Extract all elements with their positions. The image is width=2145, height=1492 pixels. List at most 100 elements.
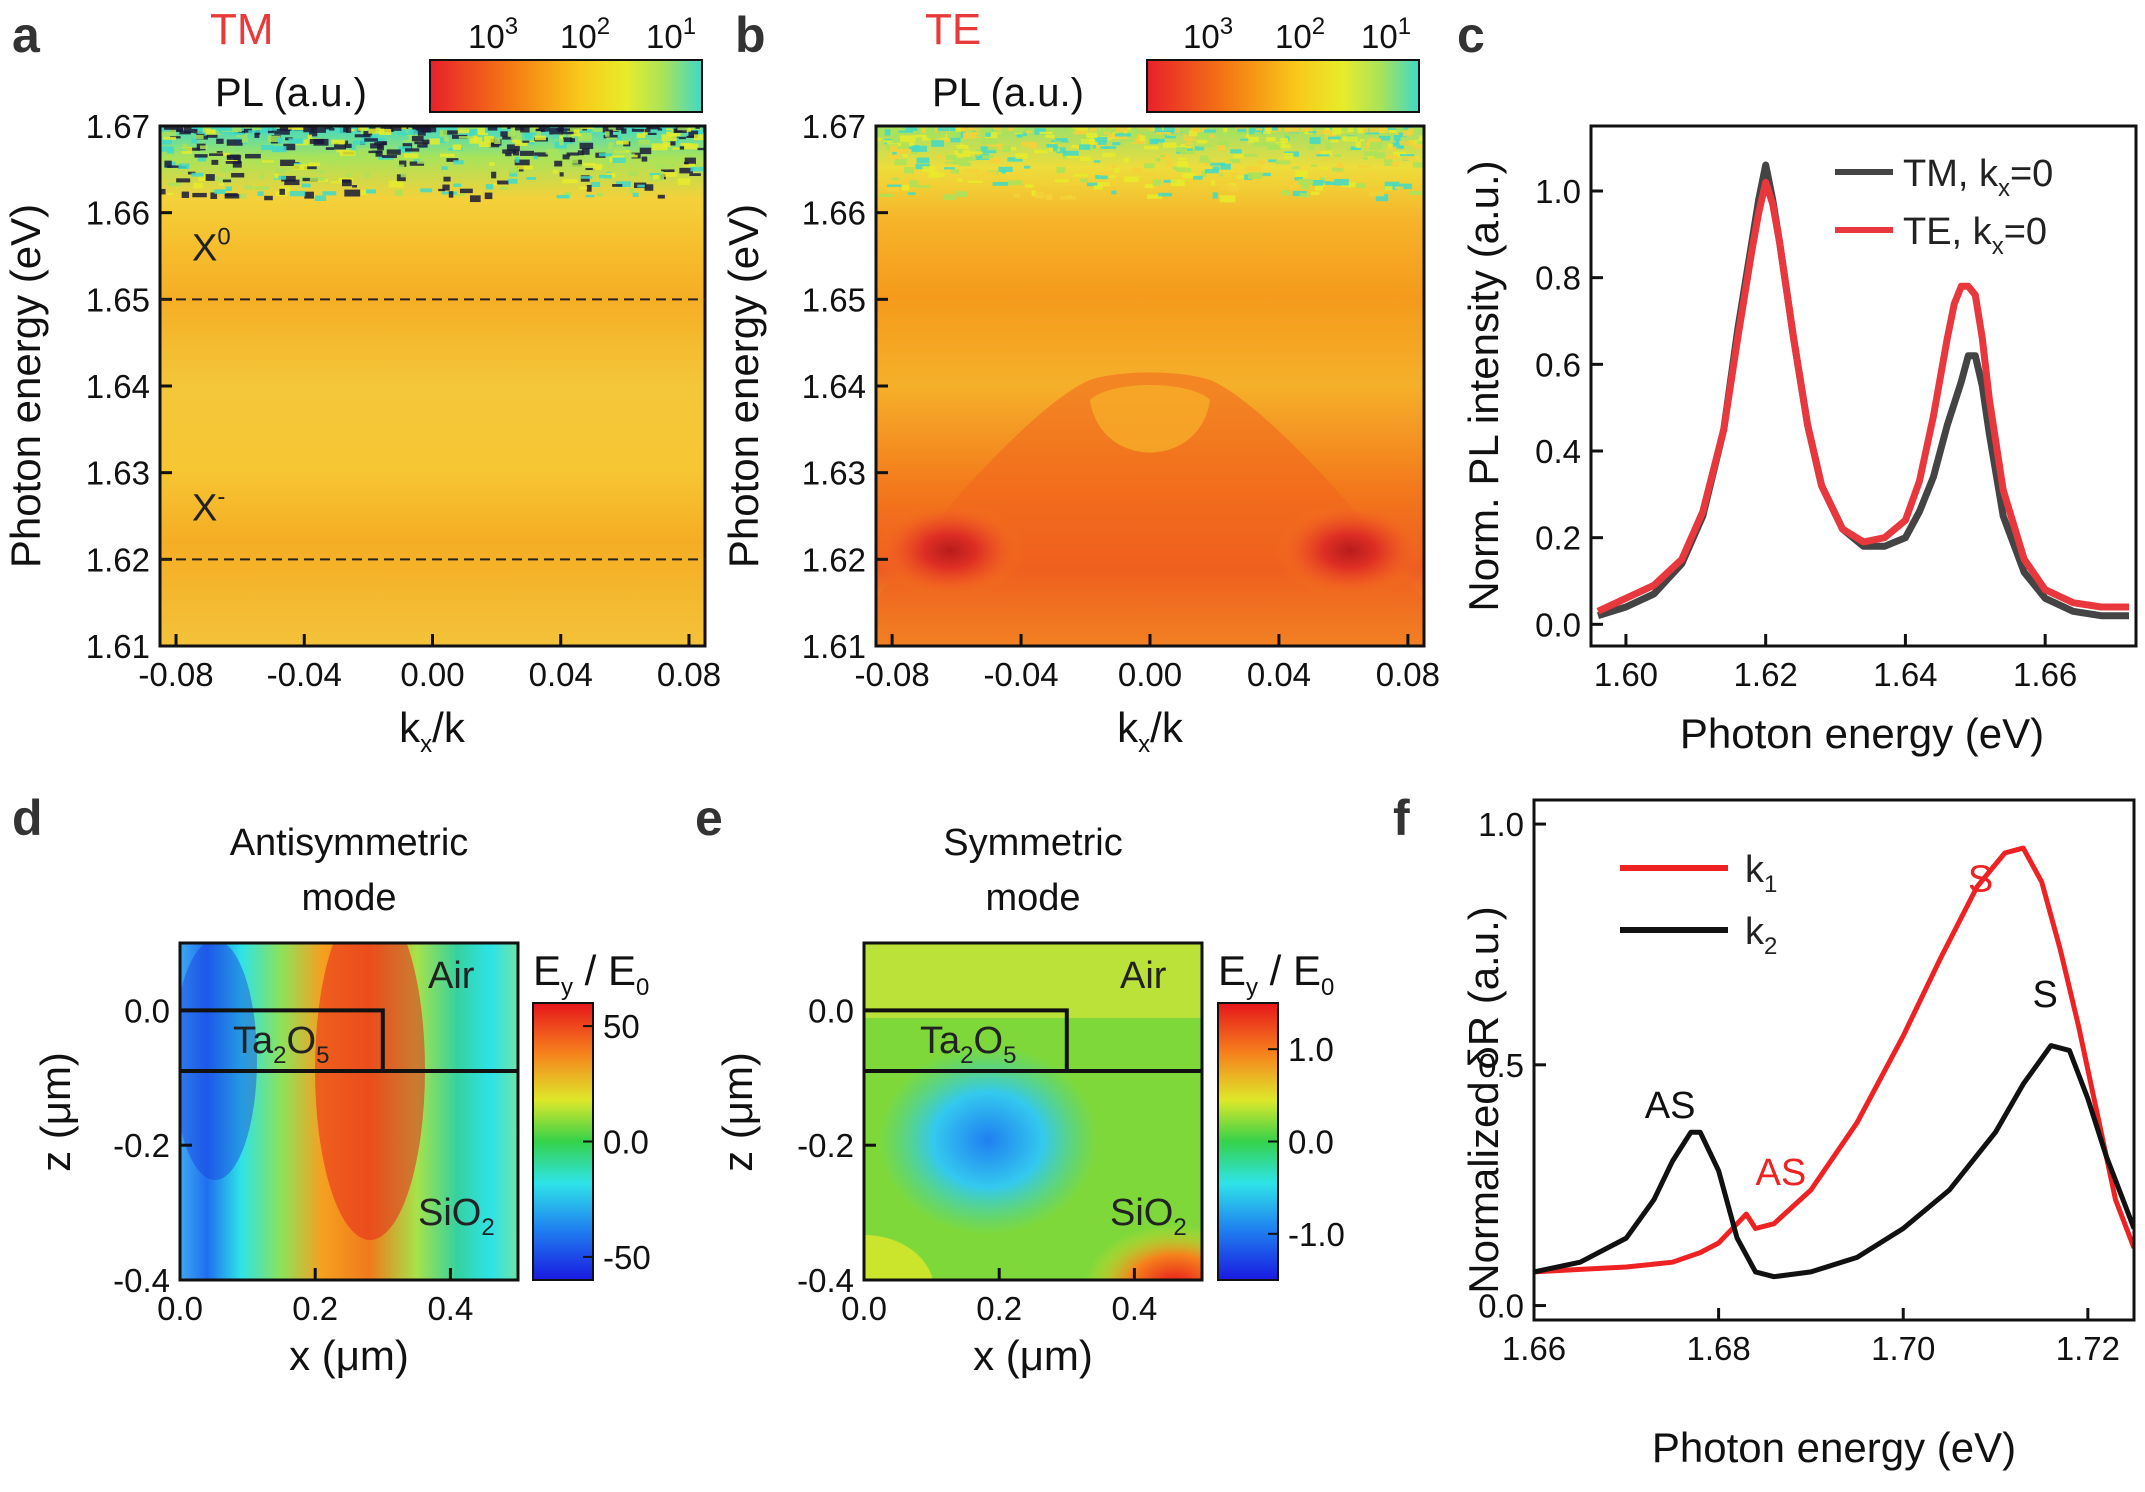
noise-speck xyxy=(182,143,188,151)
heatmap-a xyxy=(160,126,705,646)
noise-speck xyxy=(1139,135,1145,142)
noise-speck xyxy=(1399,154,1415,157)
noise-speck xyxy=(651,143,668,151)
noise-speck xyxy=(225,162,236,167)
noise-speck xyxy=(1236,175,1247,179)
noise-speck xyxy=(330,181,342,184)
mode-title-d-1: mode xyxy=(301,877,396,919)
panel-b-ytick-label: 1.65 xyxy=(802,281,866,318)
noise-speck xyxy=(446,158,459,162)
noise-speck xyxy=(1080,178,1088,183)
noise-speck xyxy=(598,153,613,157)
field-e-red-blob xyxy=(1085,1225,1202,1280)
noise-speck xyxy=(1384,159,1393,167)
noise-speck xyxy=(878,193,894,197)
noise-speck xyxy=(592,128,608,132)
noise-speck xyxy=(1109,175,1116,178)
panel-e-ytick-label: -0.2 xyxy=(797,1127,854,1164)
panel-b-ytick-label: 1.62 xyxy=(802,541,866,578)
noise-speck xyxy=(1215,169,1224,174)
noise-speck xyxy=(1024,184,1034,188)
noise-speck xyxy=(510,132,522,140)
panel-a-ytick-label: 1.64 xyxy=(86,368,150,405)
noise-speck xyxy=(983,171,997,176)
noise-speck xyxy=(1097,182,1110,187)
noise-speck xyxy=(226,154,242,159)
noise-speck xyxy=(178,163,190,170)
noise-speck xyxy=(1132,167,1143,174)
noise-speck xyxy=(197,155,207,162)
noise-speck xyxy=(657,194,665,199)
noise-speck xyxy=(1180,127,1186,133)
noise-speck xyxy=(1031,190,1036,197)
noise-speck xyxy=(261,160,275,163)
noise-speck xyxy=(301,183,311,188)
noise-speck xyxy=(1089,127,1098,132)
noise-speck xyxy=(1374,152,1386,159)
noise-speck xyxy=(666,131,681,137)
noise-speck xyxy=(509,167,520,174)
noise-speck xyxy=(1147,194,1163,199)
noise-speck xyxy=(1324,135,1332,140)
noise-speck xyxy=(339,150,356,156)
noise-speck xyxy=(614,146,627,152)
noise-speck xyxy=(443,176,451,182)
noise-speck xyxy=(1016,134,1023,138)
noise-speck xyxy=(571,134,582,137)
noise-speck xyxy=(963,156,977,161)
noise-speck xyxy=(520,126,530,133)
noise-speck xyxy=(683,163,696,167)
noise-speck xyxy=(582,162,596,167)
noise-speck xyxy=(1297,178,1314,185)
panel-f-xtick-label: 1.66 xyxy=(1502,1330,1566,1367)
noise-speck xyxy=(1228,184,1240,192)
noise-speck xyxy=(320,153,335,159)
noise-speck xyxy=(1039,183,1050,186)
noise-speck xyxy=(509,170,518,177)
panel-a-xtick-label: -0.08 xyxy=(138,656,213,693)
noise-speck xyxy=(248,130,263,133)
legend-f: k1 k2 xyxy=(1620,849,1777,960)
noise-speck xyxy=(269,126,277,131)
colorbar-title-d: Ey / E0 xyxy=(533,947,649,1001)
noise-speck xyxy=(1001,170,1006,174)
noise-speck xyxy=(1209,162,1226,166)
noise-speck xyxy=(985,131,991,137)
noise-speck xyxy=(1195,132,1208,140)
noise-speck xyxy=(288,126,300,130)
noise-speck xyxy=(1112,142,1121,146)
noise-speck xyxy=(484,192,493,200)
cb-label-a-1: 102 xyxy=(560,13,610,55)
noise-speck xyxy=(1316,154,1330,157)
noise-speck xyxy=(1243,153,1258,157)
noise-speck xyxy=(664,172,677,177)
noise-speck xyxy=(325,147,335,150)
noise-speck xyxy=(916,157,930,164)
noise-speck xyxy=(921,126,926,133)
noise-speck xyxy=(303,126,315,133)
noise-speck xyxy=(893,144,910,150)
noise-speck xyxy=(160,146,173,152)
noise-speck xyxy=(1275,160,1291,165)
noise-speck xyxy=(222,179,232,183)
noise-speck xyxy=(417,160,429,164)
noise-speck xyxy=(585,168,595,171)
noise-speck xyxy=(877,137,882,141)
noise-speck xyxy=(616,140,629,145)
noise-speck xyxy=(1034,149,1048,154)
noise-speck xyxy=(1244,128,1261,132)
noise-speck xyxy=(444,136,449,142)
panel-b-xtick-label: -0.08 xyxy=(855,656,930,693)
noise-speck xyxy=(1394,186,1404,189)
noise-speck xyxy=(234,126,242,133)
noise-speck xyxy=(1285,127,1300,133)
noise-speck xyxy=(1153,138,1165,143)
noise-speck xyxy=(653,174,659,180)
noise-speck xyxy=(1199,159,1211,163)
region-air-e: Air xyxy=(1120,955,1167,997)
noise-speck xyxy=(887,126,901,133)
noise-speck xyxy=(1053,146,1058,152)
noise-speck xyxy=(441,166,448,170)
noise-speck xyxy=(1115,133,1131,137)
noise-speck xyxy=(901,184,910,191)
